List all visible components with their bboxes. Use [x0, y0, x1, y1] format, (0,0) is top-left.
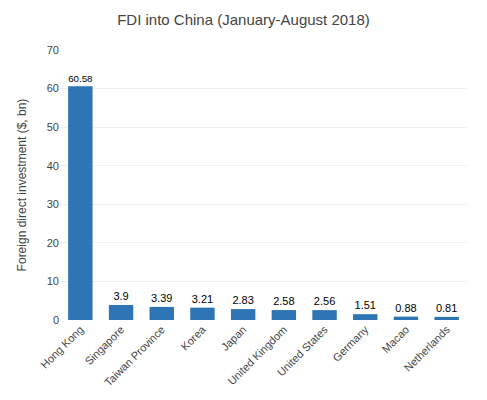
- svg-text:2.58: 2.58: [273, 295, 294, 307]
- svg-text:Macao: Macao: [379, 323, 411, 355]
- svg-text:FDI into China (January-August: FDI into China (January-August 2018): [117, 11, 370, 28]
- svg-text:20: 20: [47, 237, 59, 249]
- svg-text:Taiwan Province: Taiwan Province: [102, 323, 167, 388]
- svg-text:2.83: 2.83: [232, 294, 253, 306]
- svg-text:30: 30: [47, 198, 59, 210]
- svg-text:10: 10: [47, 275, 59, 287]
- svg-text:United Kingdom: United Kingdom: [225, 323, 289, 387]
- svg-text:2.56: 2.56: [314, 295, 335, 307]
- svg-text:Germany: Germany: [330, 323, 371, 364]
- svg-text:50: 50: [47, 121, 59, 133]
- svg-text:1.51: 1.51: [355, 299, 376, 311]
- svg-text:Japan: Japan: [219, 323, 249, 353]
- svg-text:3.9: 3.9: [113, 290, 128, 302]
- svg-text:Hong Kong: Hong Kong: [38, 323, 85, 370]
- svg-text:3.39: 3.39: [151, 292, 172, 304]
- svg-text:0: 0: [53, 314, 59, 326]
- svg-text:0.81: 0.81: [436, 302, 457, 314]
- svg-text:Netherlands: Netherlands: [402, 323, 453, 374]
- svg-text:60: 60: [47, 82, 59, 94]
- svg-text:United States: United States: [275, 323, 331, 379]
- svg-text:0.88: 0.88: [395, 302, 416, 314]
- svg-text:40: 40: [47, 160, 59, 172]
- svg-text:60.58: 60.58: [68, 73, 92, 84]
- svg-text:Singapore: Singapore: [82, 323, 126, 367]
- svg-text:Korea: Korea: [179, 323, 209, 353]
- svg-text:3.21: 3.21: [192, 293, 213, 305]
- svg-text:70: 70: [47, 44, 59, 56]
- svg-text:Foreign direct investment ($,: Foreign direct investment ($, bn): [15, 99, 29, 272]
